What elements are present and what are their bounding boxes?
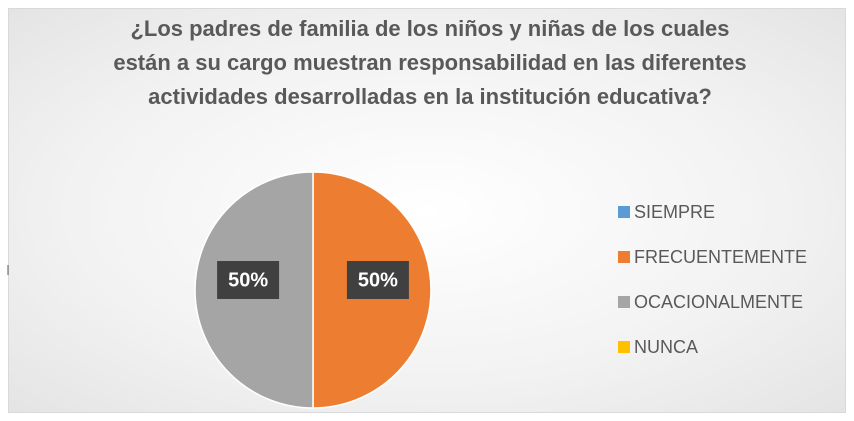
- legend-swatch: [618, 206, 630, 218]
- legend-swatch: [618, 341, 630, 353]
- legend-label: OCACIONALMENTE: [634, 292, 803, 312]
- legend-label: SIEMPRE: [634, 202, 715, 222]
- data-label-box: [346, 261, 409, 299]
- chart-frame: [8, 8, 846, 413]
- data-label-box: [217, 261, 280, 299]
- legend-label: FRECUENTEMENTE: [634, 247, 807, 267]
- legend-label: NUNCA: [634, 337, 698, 357]
- data-label: 50%: [358, 269, 398, 291]
- legend-swatch: [618, 251, 630, 263]
- chart-title: ¿Los padres de familia de los niños y ni…: [113, 16, 747, 109]
- legend-swatch: [618, 296, 630, 308]
- data-label: 50%: [228, 269, 268, 291]
